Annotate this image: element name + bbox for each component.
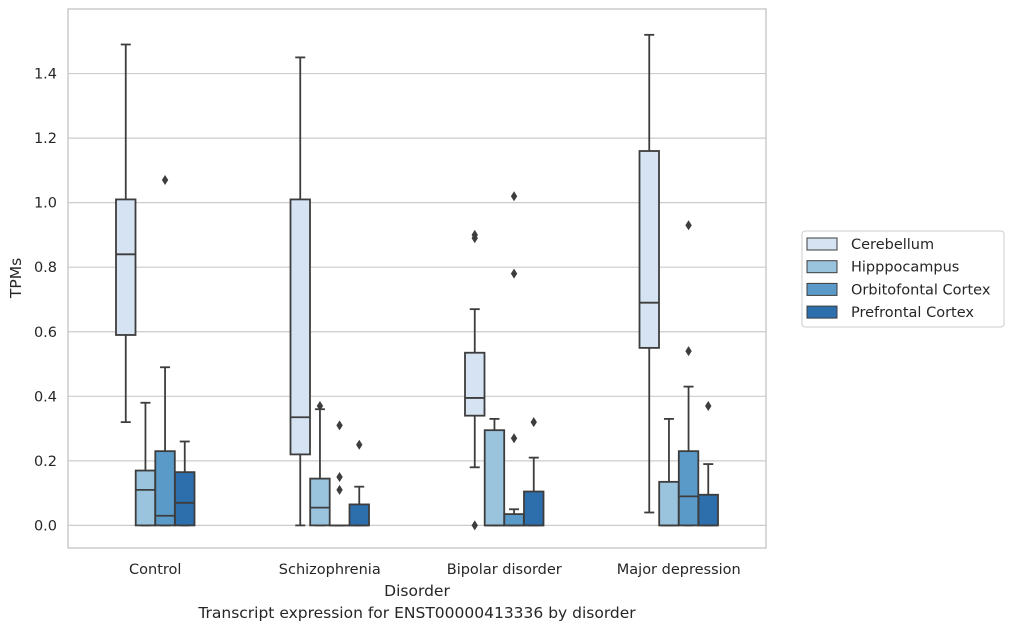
outlier-point — [510, 433, 518, 444]
box-4-2 — [348, 439, 370, 527]
figure-caption: Transcript expression for ENST0000041333… — [198, 604, 636, 622]
box-1-1 — [115, 43, 137, 424]
legend-swatch — [806, 305, 838, 319]
outlier-point — [685, 346, 692, 357]
legend-frame — [801, 230, 1005, 328]
iqr-box — [523, 490, 545, 527]
outlier-point — [336, 484, 343, 495]
iqr-box — [289, 198, 311, 456]
iqr-box — [115, 198, 137, 336]
box-3-3 — [503, 191, 525, 527]
box-4-4 — [697, 400, 719, 527]
outlier-point — [510, 191, 518, 202]
outlier-point — [161, 175, 169, 186]
iqr-box — [658, 480, 680, 527]
outlier-point — [316, 400, 324, 411]
x-tick-label: Major depression — [617, 562, 741, 578]
y-axis-title: TPMs — [7, 258, 25, 299]
iqr-box — [174, 471, 196, 527]
iqr-box — [677, 450, 700, 527]
box-4-1 — [174, 440, 196, 527]
y-tick-label: 1.0 — [34, 196, 57, 212]
legend-label: Orbitofontal Cortex — [851, 282, 991, 298]
y-tick-label: 0.2 — [34, 454, 57, 470]
box-plot-series — [115, 33, 719, 531]
outlier-point — [336, 420, 343, 431]
plot-frame — [67, 8, 767, 549]
outlier-point — [336, 471, 343, 482]
legend-label: Cerebellum — [851, 237, 934, 253]
box-1-2 — [289, 56, 311, 527]
x-axis-title: Disorder — [384, 582, 450, 600]
outlier-point — [510, 268, 518, 279]
outlier-point — [530, 417, 537, 428]
outlier-point — [471, 520, 478, 531]
iqr-box — [309, 477, 331, 527]
x-tick-label: Schizophrenia — [279, 562, 381, 578]
box-4-3 — [523, 417, 545, 527]
box-1-4 — [638, 33, 660, 514]
outlier-point — [471, 229, 478, 240]
y-axis-ticks: 0.0 0.2 0.4 0.6 0.8 1.0 1.2 1.4 — [34, 67, 57, 535]
y-tick-label: 0.8 — [34, 260, 57, 276]
legend-label: Prefrontal Cortex — [851, 305, 974, 321]
iqr-box — [697, 493, 719, 527]
box-3-2 — [328, 420, 351, 527]
x-tick-label: Bipolar disorder — [447, 562, 562, 578]
iqr-box — [483, 429, 506, 527]
box-2-3 — [483, 417, 506, 527]
iqr-box — [154, 450, 176, 527]
iqr-box — [638, 150, 660, 349]
box-1-3 — [464, 229, 486, 531]
box-2-2 — [309, 400, 331, 527]
iqr-box — [134, 469, 157, 527]
y-tick-label: 1.2 — [34, 131, 57, 147]
y-tick-label: 0.0 — [34, 518, 57, 534]
y-tick-label: 1.4 — [34, 67, 57, 83]
outlier-point — [685, 220, 692, 231]
x-axis-ticks: Control Schizophrenia Bipolar disorder Majo… — [129, 562, 741, 578]
iqr-box — [464, 351, 486, 417]
x-tick-label: Control — [129, 562, 181, 578]
outlier-point — [705, 400, 712, 411]
legend-swatch — [806, 237, 838, 251]
box-3-4 — [677, 220, 700, 527]
box-2-4 — [658, 417, 680, 527]
legend: Cerebellum Hipppocampus Orbitofontal Corte… — [801, 230, 1005, 328]
legend-swatch — [806, 282, 838, 296]
iqr-box — [348, 503, 370, 527]
box-2-1 — [134, 401, 157, 527]
legend-label: Hipppocampus — [851, 260, 959, 276]
outlier-point — [356, 439, 363, 450]
y-tick-label: 0.6 — [34, 325, 57, 341]
iqr-box — [503, 513, 525, 527]
box-3-1 — [154, 175, 176, 527]
y-tick-label: 0.4 — [34, 389, 57, 405]
legend-swatch — [806, 260, 838, 274]
